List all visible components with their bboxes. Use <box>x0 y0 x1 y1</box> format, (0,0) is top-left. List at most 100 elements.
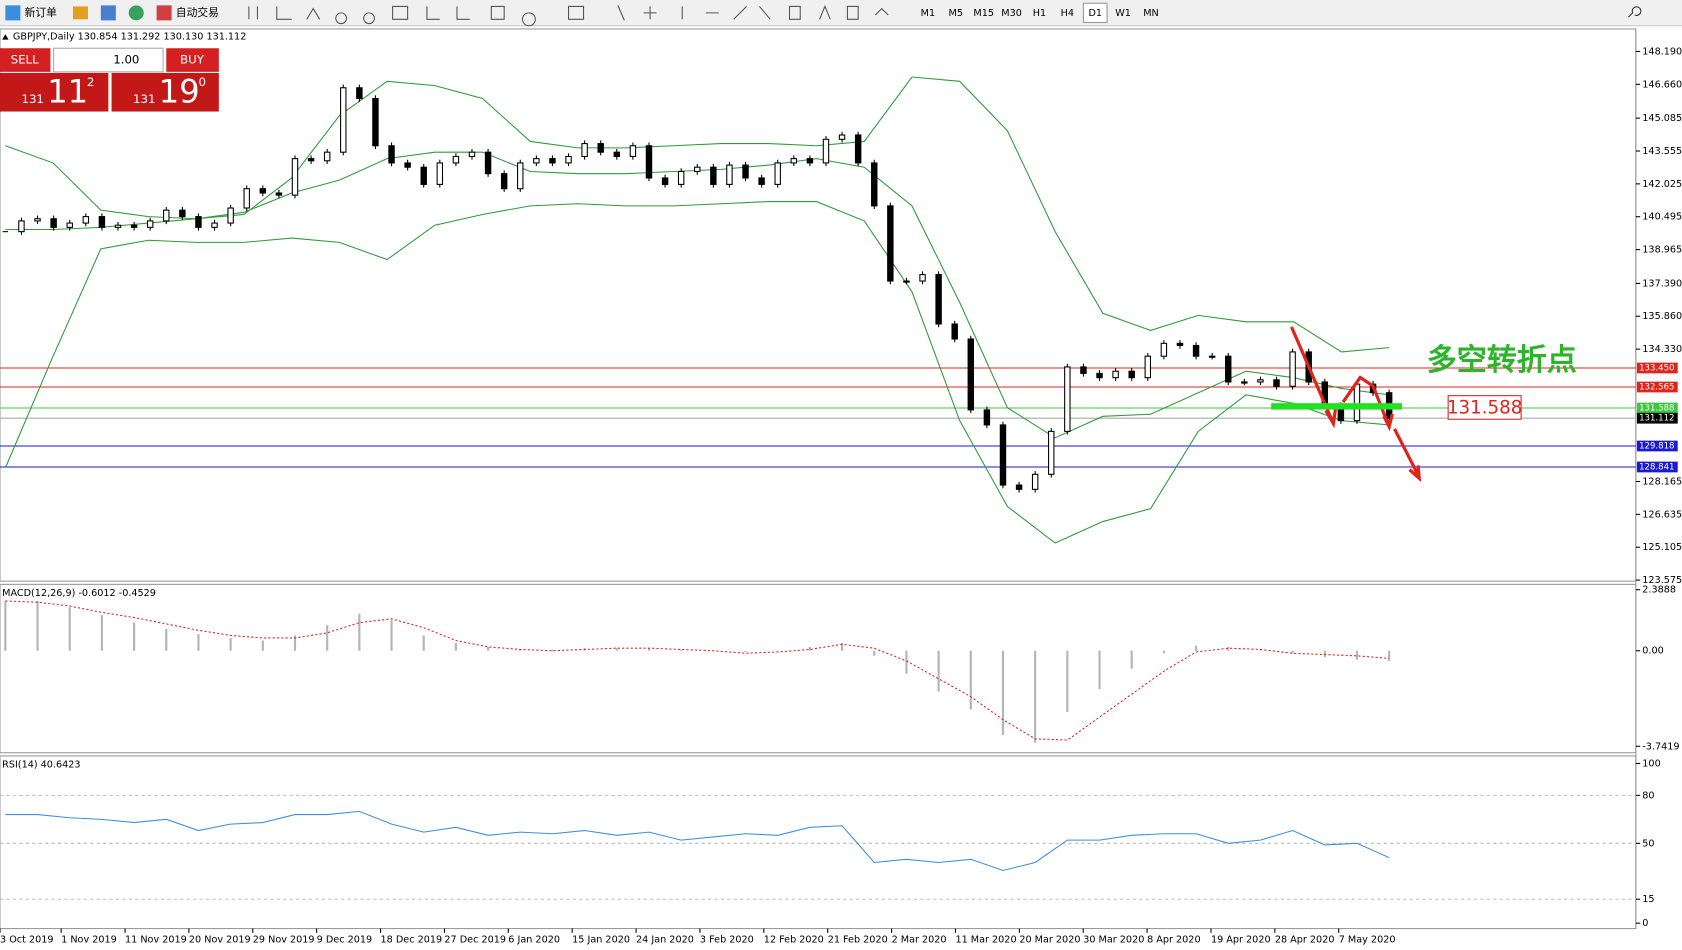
x-tick-label: 3 Oct 2019 <box>0 934 53 945</box>
y-tick-label: 123.575 <box>1642 575 1682 586</box>
candle <box>356 87 363 100</box>
candle <box>211 222 218 228</box>
macd-bar <box>1034 650 1037 743</box>
candle <box>597 143 604 153</box>
candle <box>1289 351 1296 387</box>
timeframe[interactable]: W1 <box>1115 8 1131 19</box>
timeframe[interactable]: H1 <box>1033 8 1046 19</box>
icon[interactable] <box>72 6 88 20</box>
sell-price-box[interactable] <box>0 72 109 112</box>
macd-signal <box>5 600 1390 741</box>
x-tick-label: 30 Mar 2020 <box>1083 934 1144 945</box>
timeframe[interactable]: M5 <box>949 8 963 19</box>
candle <box>66 222 73 228</box>
x-tick-label: 1 Nov 2019 <box>61 934 117 945</box>
candle <box>275 192 283 196</box>
macd-bar <box>68 607 71 651</box>
candle <box>645 145 653 179</box>
x-tick-label: 21 Feb 2020 <box>828 934 888 945</box>
price-level-label: 131.588 <box>1639 403 1674 413</box>
price-level-tag <box>1636 412 1678 424</box>
timeframe[interactable]: MN <box>1143 8 1159 19</box>
x-tick-label: 8 Apr 2020 <box>1147 934 1200 945</box>
auto-trading[interactable]: 自动交易 <box>176 6 219 19</box>
macd-bar <box>1227 646 1230 651</box>
collapse-icon[interactable] <box>2 34 9 40</box>
price-level-label: 132.565 <box>1639 383 1674 393</box>
macd-title: MACD(12,26,9) -0.6012 -0.4529 <box>2 588 156 599</box>
pivot-price: 131.588 <box>1447 398 1522 419</box>
y-tick-label: 100 <box>1642 758 1660 769</box>
macd-bar <box>808 646 811 651</box>
x-tick-label: 6 Jan 2020 <box>508 934 560 945</box>
candle <box>114 224 122 228</box>
y-tick-label: 140.495 <box>1642 212 1682 223</box>
toolbar <box>0 0 1682 26</box>
candle <box>758 177 765 185</box>
sell-price-main: 11 <box>47 72 88 110</box>
icon[interactable] <box>100 5 116 21</box>
price-level-label: 128.841 <box>1639 462 1674 472</box>
macd-bar <box>197 634 200 651</box>
search-icon[interactable] <box>1627 6 1642 18</box>
candle <box>967 338 975 411</box>
sell-button[interactable] <box>0 48 51 72</box>
timeframe[interactable]: D1 <box>1088 8 1102 19</box>
x-tick-label: 18 Dec 2019 <box>381 934 443 945</box>
icon[interactable] <box>128 5 144 21</box>
candle <box>1160 342 1168 357</box>
buy-button[interactable] <box>166 48 219 72</box>
candle <box>806 158 814 164</box>
candle <box>983 409 991 426</box>
timeframe[interactable]: M1 <box>921 8 935 19</box>
x-tick-label: 2 Mar 2020 <box>892 934 947 945</box>
candle <box>179 209 186 218</box>
timeframe[interactable]: M30 <box>1001 8 1022 19</box>
y-tick-label: 0.00 <box>1642 646 1663 657</box>
lots-input[interactable] <box>53 47 164 73</box>
candle <box>130 224 138 228</box>
macd-bar <box>1001 650 1005 735</box>
macd-bar <box>841 643 844 651</box>
buy-label[interactable]: BUY <box>180 53 205 67</box>
new-order-icon[interactable] <box>5 5 21 21</box>
candle <box>259 188 267 194</box>
buy-price-box[interactable] <box>111 72 219 112</box>
auto-trading-icon[interactable] <box>156 5 172 21</box>
macd-bar <box>647 648 651 651</box>
macd-bar <box>551 649 554 651</box>
candle <box>1064 366 1071 432</box>
candle <box>822 138 830 164</box>
y-tick-label: 148.190 <box>1642 46 1682 57</box>
candle <box>517 162 524 190</box>
macd-panel <box>0 583 1637 754</box>
sell-label[interactable]: SELL <box>11 53 39 67</box>
candle <box>613 151 621 158</box>
trade-panel: SELL 1.00 BUY 131 11 2 131 19 0 <box>0 47 219 112</box>
x-tick-label: 9 Dec 2019 <box>317 934 372 945</box>
macd-bar <box>744 650 747 653</box>
timeframe[interactable]: M15 <box>973 8 994 19</box>
lots[interactable]: 1.00 <box>113 53 139 67</box>
candle <box>291 158 299 196</box>
y-tick-label: 50 <box>1642 838 1654 849</box>
candle <box>243 188 250 209</box>
new-order[interactable]: 新订单 <box>25 6 57 19</box>
candle <box>871 162 878 207</box>
x-tick-label: 27 Dec 2019 <box>444 934 506 945</box>
y-tick-label: 128.165 <box>1642 477 1682 488</box>
candle <box>774 162 781 185</box>
timeframe[interactable]: H4 <box>1061 8 1074 19</box>
candle <box>1112 370 1119 379</box>
candle <box>307 158 315 162</box>
price-panel <box>0 28 1637 582</box>
macd-bar <box>1388 650 1391 661</box>
pivot-annotation: 多空转折点 <box>1427 343 1577 378</box>
x-tick-label: 11 Mar 2020 <box>955 934 1016 945</box>
x-tick-label: 20 Mar 2020 <box>1019 934 1080 945</box>
rsi-line <box>5 810 1390 872</box>
candle <box>1208 355 1216 358</box>
macd-bar <box>873 650 876 656</box>
candle <box>1128 370 1135 379</box>
x-tick-label: 15 Jan 2020 <box>572 934 630 945</box>
